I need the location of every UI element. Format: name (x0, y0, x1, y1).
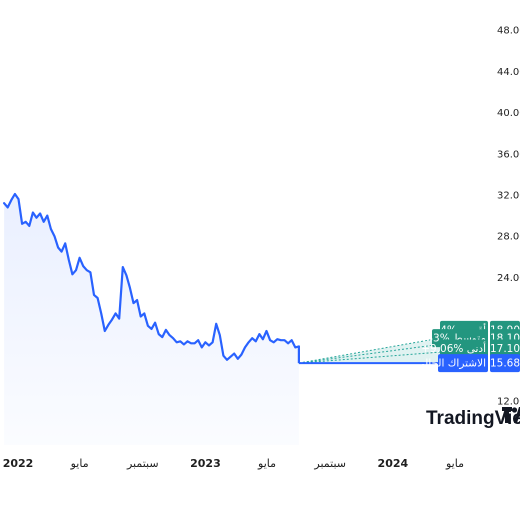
x-tick-label: سبتمبر (313, 457, 346, 470)
y-tick-label: 32.00 (497, 191, 520, 202)
y-tick-label: 44.00 (497, 67, 520, 78)
price-tag-label-box (438, 354, 488, 373)
price-area (4, 194, 299, 445)
y-tick-label: 36.00 (497, 149, 520, 160)
x-tick-label: مايو (70, 457, 89, 470)
x-tick-label: مايو (445, 457, 464, 470)
y-tick-label: 24.00 (497, 273, 520, 284)
price-tag: 17.10 +9.06% أدنى (421, 339, 520, 358)
x-axis: 2022 مايو سبتمبر 2023 مايو سبتمبر 2024 مايو (3, 457, 464, 470)
x-tick-label: سبتمبر (126, 457, 159, 470)
y-tick-label: 12.00 (497, 397, 520, 408)
price-tags: 18.90+20.54% أقصى18.10+15.43% متوسط17.10… (401, 320, 520, 373)
y-tick-label: 40.00 (497, 108, 520, 119)
y-tick-label: 28.00 (497, 232, 520, 243)
price-tag-value: 15.68 (490, 358, 520, 370)
price-line (2, 192, 300, 361)
tradingview-logo[interactable]: TradingView (426, 407, 520, 429)
x-tick-label: مايو (257, 457, 276, 470)
price-tag: 15.68 الاشتراك الحالي (416, 354, 520, 373)
x-tick-label: 2023 (190, 457, 221, 470)
y-axis: 48.00 44.00 40.00 36.00 32.00 28.00 24.00 12.00 (497, 26, 520, 408)
price-tag-value: 17.10 (490, 343, 520, 355)
price-area-fill (4, 194, 299, 445)
price-tag-label: +9.06% أدنى (421, 341, 486, 355)
y-tick-label: 48.00 (497, 26, 520, 37)
tradingview-mark-icon (502, 407, 520, 423)
price-line-group (2, 192, 300, 364)
x-tick-label: 2022 (3, 457, 34, 470)
price-tag-value-box (490, 339, 520, 358)
price-tag-label-box (440, 339, 488, 358)
price-tag-label: الاشتراك الحالي (416, 358, 486, 370)
price-tag-value-box (490, 354, 520, 373)
x-tick-label: 2024 (378, 457, 409, 470)
tradingview-wordmark: TradingView (426, 408, 520, 429)
